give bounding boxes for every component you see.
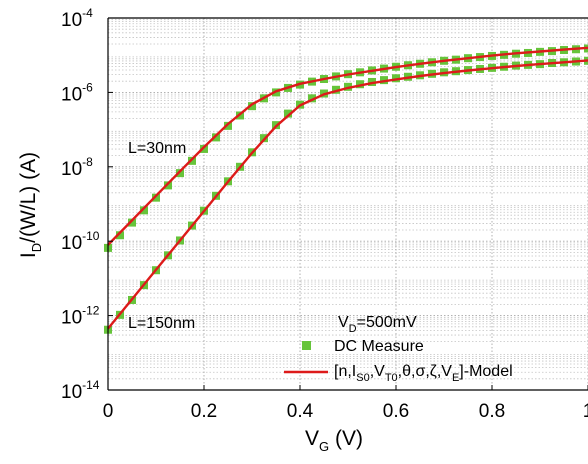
- x-tick-label: 0.6: [383, 401, 409, 422]
- axes: [107, 17, 588, 391]
- annotation-l150: L=150nm: [128, 315, 195, 332]
- measure-point: [212, 133, 220, 142]
- legend-title: VD=500mV: [338, 314, 417, 335]
- measure-point: [224, 121, 232, 130]
- legend: VD=500mV DC Measure [n,IS0,VT0,θ,σ,ζ,VE]…: [284, 314, 513, 384]
- tick-labels: 0 0.2 0.4 0.6 0.8 1 10-14 10-12 10-10 10-8 10-6 10-…: [61, 6, 588, 422]
- y-tick-label: 10-14: [61, 378, 100, 403]
- y-axis-title: ID/(W/L) (A): [17, 152, 44, 258]
- measure-point: [200, 144, 208, 153]
- measure-point: [248, 102, 256, 111]
- legend-model-label: [n,IS0,VT0,θ,σ,ζ,VE]-Model: [334, 363, 513, 384]
- model-curve: [107, 59, 588, 330]
- y-tick-label: 10-6: [61, 80, 93, 105]
- measure-point: [116, 231, 124, 240]
- measure-point: [176, 169, 184, 178]
- legend-measure-marker: [302, 341, 311, 350]
- legend-measure-label: DC Measure: [334, 338, 424, 355]
- annotation-l30: L=30nm: [128, 140, 186, 157]
- y-tick-label: 10-4: [61, 6, 93, 31]
- measure-point: [128, 218, 136, 227]
- y-tick-label: 10-10: [61, 229, 100, 254]
- measure-point: [308, 94, 316, 103]
- series-layer: [104, 44, 588, 334]
- measure-point: [284, 109, 292, 118]
- y-tick-label: 10-8: [61, 155, 93, 180]
- y-tick-label: 10-12: [61, 304, 100, 329]
- x-tick-label: 0.4: [287, 401, 314, 422]
- model-curve: [107, 46, 588, 246]
- measure-point: [332, 85, 340, 94]
- measure-point: [140, 206, 148, 215]
- x-tick-label: 1: [583, 401, 588, 422]
- x-tick-label: 0.2: [191, 401, 217, 422]
- measure-point: [164, 181, 172, 190]
- measure-point: [152, 193, 160, 202]
- measure-point: [356, 80, 364, 89]
- grid: [107, 17, 588, 391]
- x-axis-title: VG (V): [305, 427, 363, 454]
- plot-area: [108, 18, 588, 390]
- x-tick-label: 0: [103, 401, 114, 422]
- x-tick-label: 0.8: [479, 401, 505, 422]
